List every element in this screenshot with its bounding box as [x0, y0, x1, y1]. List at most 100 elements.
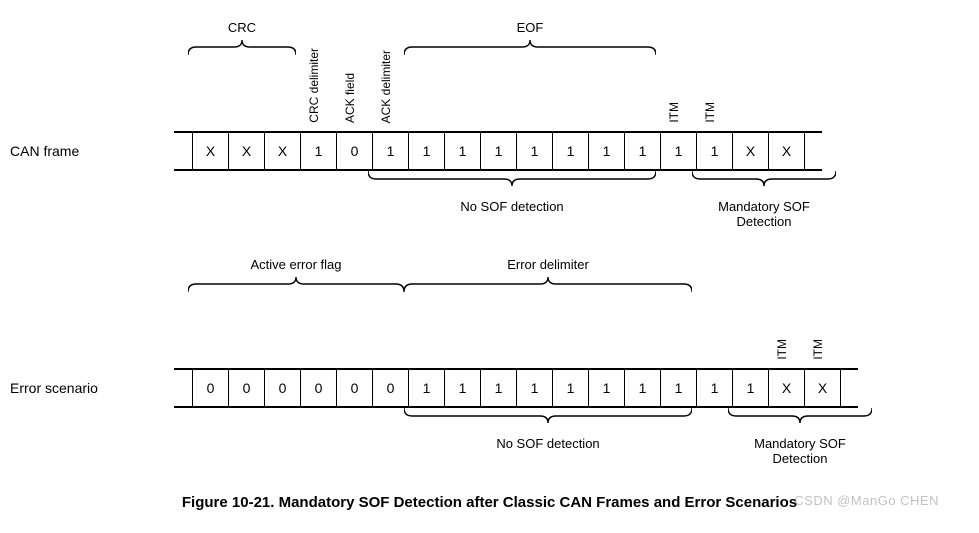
top-group-label: Error delimiter [404, 257, 692, 272]
top-label-cell [728, 63, 764, 123]
bit-cell: 0 [192, 370, 228, 406]
top-label-cell [584, 300, 620, 360]
top-label-cell [260, 63, 296, 123]
bit-cell: X [192, 133, 228, 169]
bit-cell: 0 [264, 370, 300, 406]
d1-bottom-braces-row: No SOF detection Mandatory SOF Detection [170, 171, 969, 229]
top-label-cell [656, 300, 692, 360]
d2-bits: 0000001111111111XX [174, 368, 858, 408]
top-label-cell [404, 300, 440, 360]
bottom-brace-group: No SOF detection [368, 171, 656, 229]
top-label-cell [548, 300, 584, 360]
top-label-cell [224, 300, 260, 360]
d1-row-label: CAN frame [10, 143, 174, 159]
bit-cell: 1 [372, 133, 408, 169]
bit-cell: 1 [696, 133, 732, 169]
bit-cell: 1 [696, 370, 732, 406]
top-label-cell [332, 300, 368, 360]
bottom-brace-group: Mandatory SOF Detection [692, 171, 836, 229]
bit-cell: 1 [444, 370, 480, 406]
bit-cell: 1 [660, 133, 696, 169]
d1-bits: XXX101111111111XX [174, 131, 822, 171]
top-label-cell [296, 300, 332, 360]
bit-cell: 1 [588, 370, 624, 406]
top-label-cell [224, 63, 260, 123]
bottom-brace-group: Mandatory SOF Detection [728, 408, 872, 466]
bit-cell: 1 [516, 133, 552, 169]
bit-cell: 0 [336, 133, 372, 169]
bottom-brace-label: Mandatory SOF Detection [728, 436, 872, 466]
bit-cell: X [264, 133, 300, 169]
top-label-cell [512, 300, 548, 360]
bottom-brace-label: No SOF detection [368, 199, 656, 214]
d2-top-labels: ITMITM [170, 300, 969, 360]
bit-cell: 1 [480, 133, 516, 169]
top-label-cell [620, 63, 656, 123]
bit-cell: 1 [444, 133, 480, 169]
d2-bottom-braces-row: No SOF detection Mandatory SOF Detection [170, 408, 969, 466]
bit-cell: X [768, 133, 804, 169]
top-label-cell [548, 63, 584, 123]
bottom-brace-label: No SOF detection [404, 436, 692, 451]
top-label-cell [476, 63, 512, 123]
bit-cell: X [768, 370, 804, 406]
bit-cell: X [804, 370, 840, 406]
bit-cell: 0 [336, 370, 372, 406]
top-label-cell [764, 63, 800, 123]
watermark-text: CSDN @ManGo CHEN [10, 493, 969, 508]
bit-cell: 1 [624, 370, 660, 406]
bit-cell: 1 [516, 370, 552, 406]
top-label-cell [260, 300, 296, 360]
top-label-cell [368, 300, 404, 360]
diagram-error-scenario: Active error flagError delimiter ITMITM … [10, 257, 969, 466]
d1-row: CAN frame XXX101111111111XX [10, 131, 969, 171]
bit-cell: 0 [372, 370, 408, 406]
top-label-cell [440, 300, 476, 360]
top-group: Error delimiter [404, 257, 692, 300]
top-group: Active error flag [188, 257, 404, 300]
top-group: CRC [188, 20, 296, 63]
top-label-cell: ITM [764, 300, 800, 360]
top-group-label: Active error flag [188, 257, 404, 272]
top-label-cell [476, 300, 512, 360]
top-label-cell [620, 300, 656, 360]
bottom-brace-group: No SOF detection [404, 408, 692, 466]
bit-cell: 0 [228, 370, 264, 406]
bit-cell: 1 [408, 133, 444, 169]
top-label-cell: ITM [656, 63, 692, 123]
bit-cell: 1 [480, 370, 516, 406]
top-label-cell: ACK delimiter [368, 63, 404, 123]
bit-cell: 1 [624, 133, 660, 169]
top-label-cell: CRC delimiter [296, 63, 332, 123]
bit-cell: 0 [300, 370, 336, 406]
d2-row: Error scenario 0000001111111111XX [10, 368, 969, 408]
top-label-cell [692, 300, 728, 360]
top-label-cell [440, 63, 476, 123]
d1-top-groups-holder: CRC EOF [188, 20, 656, 63]
diagram-can-frame: CRC EOF CRC delimiterACK fieldACK delimit… [10, 20, 969, 229]
bit-cell: X [228, 133, 264, 169]
bit-cell: 1 [300, 133, 336, 169]
top-group-label: EOF [404, 20, 656, 35]
top-label-cell: ITM [800, 300, 836, 360]
top-label-cell: ACK field [332, 63, 368, 123]
top-label-cell [188, 300, 224, 360]
d1-top-labels: CRC delimiterACK fieldACK delimiter ITMIT… [170, 63, 969, 123]
top-label-cell [728, 300, 764, 360]
bit-cell: 1 [552, 370, 588, 406]
top-label-cell: ITM [692, 63, 728, 123]
d2-top-groups-holder: Active error flagError delimiter [188, 257, 692, 300]
top-group: EOF [404, 20, 656, 63]
bit-cell: 1 [408, 370, 444, 406]
bottom-brace-label: Mandatory SOF Detection [692, 199, 836, 229]
bit-cell: 1 [588, 133, 624, 169]
bit-cell: 1 [660, 370, 696, 406]
d1-bottom-braces-holder: No SOF detection Mandatory SOF Detection [188, 171, 836, 229]
bit-cell: X [732, 133, 768, 169]
top-label-cell [188, 63, 224, 123]
d2-row-label: Error scenario [10, 380, 174, 396]
top-label-cell [584, 63, 620, 123]
d2-top-group-row: Active error flagError delimiter [170, 257, 969, 300]
top-group-label: CRC [188, 20, 296, 35]
d2-bottom-braces-holder: No SOF detection Mandatory SOF Detection [188, 408, 872, 466]
